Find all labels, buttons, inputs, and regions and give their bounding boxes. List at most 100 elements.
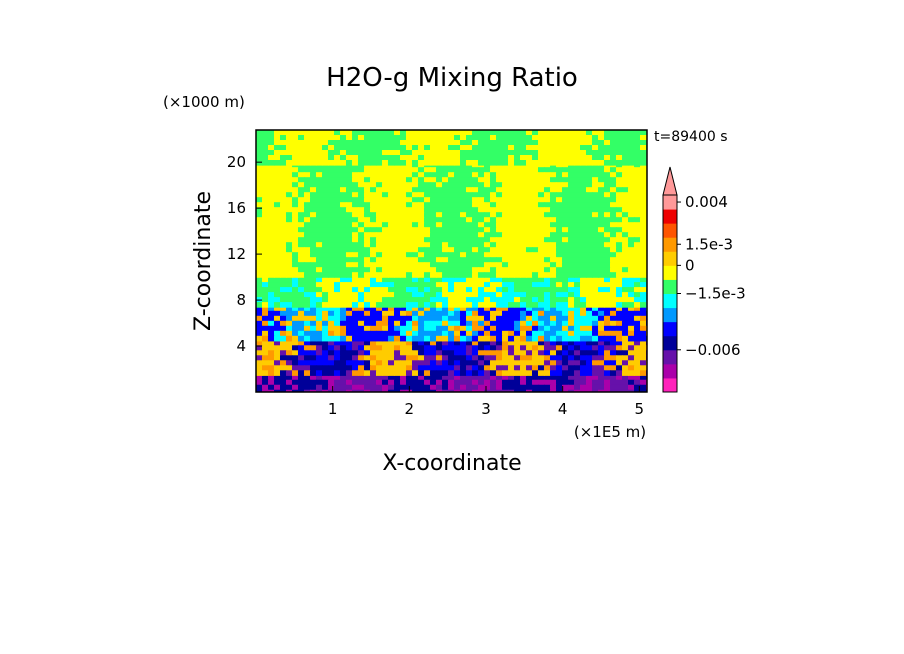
field-cell <box>370 192 377 198</box>
field-cell <box>430 155 437 161</box>
field-cell <box>478 282 485 288</box>
field-cell <box>430 172 437 178</box>
field-cell <box>394 167 401 173</box>
field-cell <box>634 310 641 317</box>
field-cell <box>346 340 353 346</box>
field-cell <box>388 227 395 233</box>
field-cell <box>436 155 443 161</box>
y-tick-label: 12 <box>227 245 246 263</box>
field-cell <box>490 384 497 391</box>
field-cell <box>550 282 557 288</box>
field-cell <box>442 379 449 386</box>
field-cell <box>472 177 479 183</box>
field-cell <box>616 370 623 376</box>
field-cell <box>466 277 473 283</box>
field-cell <box>292 277 299 283</box>
field-cell <box>574 160 581 166</box>
field-cell <box>592 145 599 151</box>
field-cell <box>490 187 497 193</box>
field-cell <box>448 197 455 203</box>
field-cell <box>556 217 563 223</box>
field-cell <box>454 272 461 278</box>
field-cell <box>382 197 389 203</box>
field-cell <box>502 355 509 361</box>
field-cell <box>328 247 335 253</box>
field-cell <box>592 222 599 228</box>
field-cell <box>412 182 419 188</box>
field-cell <box>574 282 581 288</box>
field-cell <box>394 145 401 151</box>
field-cell <box>478 379 485 386</box>
field-cell <box>418 182 425 188</box>
field-cell <box>484 330 491 337</box>
field-cell <box>418 192 425 198</box>
field-cell <box>466 345 473 351</box>
field-cell <box>526 305 533 312</box>
field-cell <box>514 305 521 312</box>
field-cell <box>298 370 305 376</box>
field-cell <box>604 140 611 146</box>
field-cell <box>256 272 263 278</box>
field-cell <box>334 355 341 361</box>
field-cell <box>580 222 587 228</box>
field-cell <box>418 340 425 346</box>
field-cell <box>580 389 587 392</box>
field-cell <box>478 340 485 346</box>
field-cell <box>556 232 563 238</box>
field-cell <box>424 182 431 188</box>
field-cell <box>640 232 647 238</box>
field-cell <box>604 150 611 156</box>
field-cell <box>466 182 473 188</box>
field-cell <box>358 374 365 381</box>
field-cell <box>532 135 539 141</box>
field-cell <box>286 292 293 298</box>
field-cell <box>370 384 377 391</box>
field-cell <box>328 287 335 293</box>
field-cell <box>370 145 377 151</box>
field-cell <box>382 160 389 166</box>
field-cell <box>472 330 479 337</box>
field-cell <box>610 355 617 361</box>
field-cell <box>328 192 335 198</box>
colorbar-label: 1.5e-3 <box>685 235 733 253</box>
field-cell <box>274 192 281 198</box>
field-cell <box>382 222 389 228</box>
field-cell <box>568 155 575 161</box>
field-cell <box>460 182 467 188</box>
field-cell <box>328 267 335 273</box>
field-cell <box>430 370 437 376</box>
field-cell <box>328 160 335 166</box>
field-cell <box>256 374 263 381</box>
field-cell <box>400 217 407 223</box>
field-cell <box>328 330 335 337</box>
field-cell <box>580 160 587 166</box>
field-cell <box>316 374 323 381</box>
field-cell <box>388 355 395 361</box>
field-cell <box>508 305 515 312</box>
x-tick-label: 2 <box>405 400 415 418</box>
field-cell <box>334 257 341 263</box>
field-cell <box>322 187 329 193</box>
field-cell <box>478 305 485 312</box>
field-cell <box>616 287 623 293</box>
field-cell <box>634 302 641 308</box>
field-cell <box>628 197 635 203</box>
field-cell <box>538 350 545 356</box>
field-cell <box>292 272 299 278</box>
field-cell <box>496 302 503 308</box>
field-cell <box>592 187 599 193</box>
field-cell <box>388 237 395 243</box>
field-cell <box>286 227 293 233</box>
field-cell <box>442 242 449 248</box>
field-cell <box>304 130 311 136</box>
field-cell <box>412 267 419 273</box>
field-cell <box>598 374 605 381</box>
field-cell <box>538 177 545 183</box>
field-cell <box>502 187 509 193</box>
field-cell <box>634 150 641 156</box>
field-cell <box>526 384 533 391</box>
field-cell <box>622 277 629 283</box>
field-cell <box>436 217 443 223</box>
field-cell <box>406 272 413 278</box>
field-cell <box>382 192 389 198</box>
